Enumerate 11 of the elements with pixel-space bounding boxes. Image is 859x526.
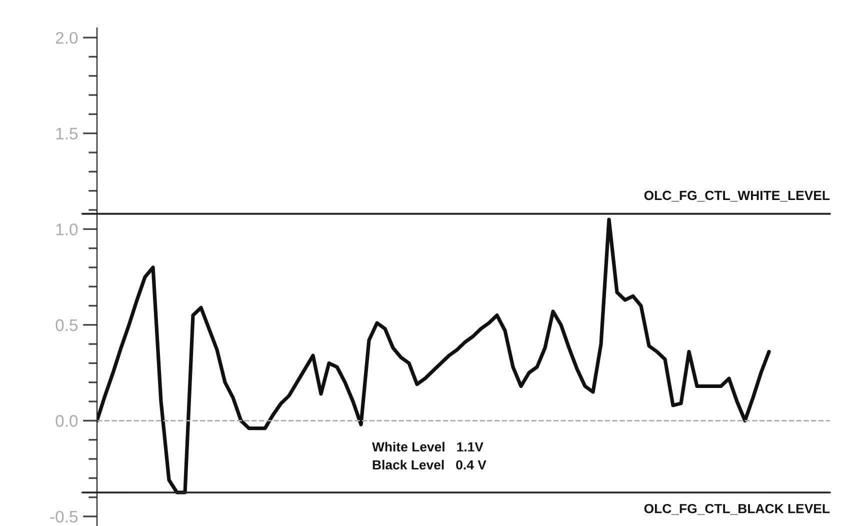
y-tick-label: 1.5 [56, 128, 78, 140]
y-tick-label: 0.5 [56, 319, 78, 332]
y-tick-label: -0.5 [50, 510, 78, 523]
y-tick-label: 0.0 [56, 415, 78, 427]
y-tick-label: 2.0 [56, 32, 78, 44]
annotation: Black Level 0.4 V [372, 460, 486, 470]
line-series [97, 218, 771, 494]
y-tick-label: 1.0 [56, 224, 78, 236]
annotation: White Level 1.1V [372, 442, 484, 452]
ref-line-label: OLC_FG_CTL_WHITE_LEVEL [644, 190, 830, 202]
ref-line-label: OLC_FG_CTL_BLACK LEVEL [644, 504, 830, 515]
